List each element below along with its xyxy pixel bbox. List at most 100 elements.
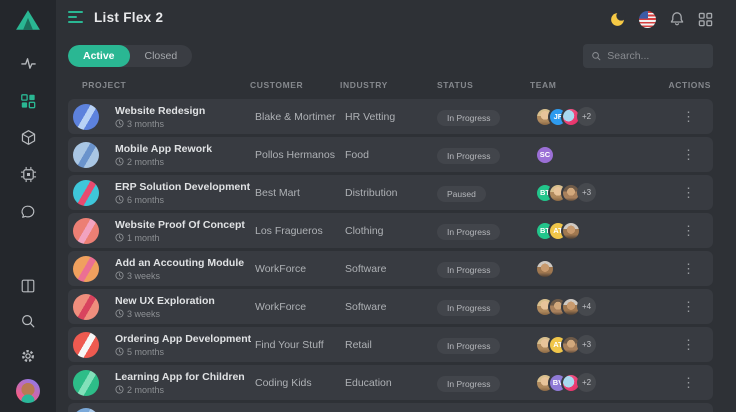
duration-label: 6 months <box>127 194 165 205</box>
dark-mode-moon-icon[interactable] <box>609 10 626 28</box>
project-name: ERP Solution Development <box>115 180 251 193</box>
column-header-status: Status <box>437 80 474 90</box>
project-name: Learning App for Children <box>115 370 245 383</box>
row-actions-menu[interactable]: ⋮ <box>682 108 695 124</box>
industry-cell: Education <box>345 376 392 389</box>
table-row[interactable]: New UX Exploration 3 weeks WorkForce Sof… <box>68 289 713 324</box>
row-actions-menu[interactable]: ⋮ <box>682 336 695 352</box>
table-row[interactable]: Ordering App Development 5 months Find Y… <box>68 327 713 362</box>
column-header-actions: Actions <box>668 80 711 90</box>
team-cell: BT +3 <box>535 182 661 203</box>
status-cell: In Progress <box>437 222 535 240</box>
sidebar-item-cpu[interactable] <box>10 156 46 193</box>
sidebar-item-dashboard[interactable] <box>10 82 46 119</box>
user-avatar[interactable] <box>16 379 40 403</box>
sidebar-item-activity[interactable] <box>10 45 46 82</box>
project-cell: New UX Exploration 3 weeks <box>115 295 255 319</box>
project-avatar <box>73 217 99 244</box>
table-row[interactable]: Website Redesign 3 months Blake & Mortim… <box>68 99 713 134</box>
language-flag-icon[interactable] <box>639 10 656 28</box>
duration-label: 2 months <box>127 156 165 167</box>
row-actions-menu[interactable]: ⋮ <box>682 222 695 238</box>
industry-cell: Software <box>345 262 387 275</box>
clock-icon <box>115 347 124 356</box>
search-input[interactable] <box>607 50 705 62</box>
sidebar-item-settings[interactable] <box>10 338 46 373</box>
chat-bubble-icon <box>21 205 35 218</box>
project-avatar <box>73 103 99 130</box>
toolbar: Active Closed <box>68 44 713 68</box>
table-row[interactable]: App Wireframe Implementation ⋮ <box>68 403 713 412</box>
row-actions-menu[interactable]: ⋮ <box>682 260 695 276</box>
project-duration: 2 months <box>115 385 255 395</box>
activity-icon <box>20 58 36 69</box>
row-actions-menu[interactable]: ⋮ <box>682 184 695 200</box>
project-duration: 2 months <box>115 157 255 167</box>
status-cell: Paused <box>437 184 535 202</box>
clock-icon <box>115 385 124 394</box>
table-header: Project Customer Industry Status Team Ac… <box>68 80 713 90</box>
status-cell: In Progress <box>437 260 535 278</box>
team-cell: JF +2 <box>535 106 661 127</box>
tab-active[interactable]: Active <box>68 45 130 67</box>
status-badge: In Progress <box>437 223 501 240</box>
package-icon <box>21 130 35 145</box>
project-duration: 1 month <box>115 233 255 243</box>
project-duration: 5 months <box>115 347 255 357</box>
team-member-avatar[interactable]: SC <box>535 144 555 165</box>
row-actions-menu[interactable]: ⋮ <box>682 374 695 390</box>
row-actions-menu[interactable]: ⋮ <box>682 146 695 162</box>
team-extra-count[interactable]: +3 <box>577 183 596 202</box>
team-member-avatar[interactable] <box>561 220 581 241</box>
project-avatar-cell <box>73 103 115 130</box>
cpu-icon <box>20 166 36 183</box>
table-row[interactable]: Mobile App Rework 2 months Pollos Herman… <box>68 137 713 172</box>
tab-closed[interactable]: Closed <box>144 50 178 62</box>
project-duration: 3 weeks <box>115 309 255 319</box>
team-member-avatar[interactable] <box>535 258 555 279</box>
project-avatar-cell <box>73 369 115 396</box>
clock-icon <box>115 119 124 128</box>
notifications-bell-icon[interactable] <box>669 11 685 27</box>
status-badge: In Progress <box>437 261 501 278</box>
menu-toggle-icon[interactable] <box>68 11 83 23</box>
sidebar-item-layout[interactable] <box>10 268 46 303</box>
sidebar <box>0 0 56 412</box>
search-box[interactable] <box>583 44 713 68</box>
project-duration: 3 months <box>115 119 255 129</box>
duration-label: 3 weeks <box>127 308 161 319</box>
team-extra-count[interactable]: +2 <box>577 373 596 392</box>
industry-cell: HR Vetting <box>345 110 396 123</box>
project-cell: Add an Accouting Module 3 weeks <box>115 257 255 281</box>
table-row[interactable]: ERP Solution Development 6 months Best M… <box>68 175 713 210</box>
project-avatar-cell <box>73 407 115 412</box>
team-extra-count[interactable]: +4 <box>577 297 596 316</box>
dashboard-grid-icon <box>21 93 36 108</box>
project-cell: Learning App for Children 2 months <box>115 371 255 395</box>
clock-icon <box>115 195 124 204</box>
team-cell: BV +2 <box>535 372 661 393</box>
page-title: List Flex 2 <box>94 9 164 25</box>
app-logo[interactable] <box>13 7 43 33</box>
team-extra-count[interactable]: +3 <box>577 335 596 354</box>
customer-cell: Best Mart <box>255 186 300 199</box>
table-row[interactable]: Learning App for Children 2 months Codin… <box>68 365 713 400</box>
apps-grid-icon[interactable] <box>698 12 713 27</box>
clock-icon <box>115 271 124 280</box>
team-extra-count[interactable]: +2 <box>577 107 596 126</box>
status-cell: In Progress <box>437 146 535 164</box>
table-row[interactable]: Add an Accouting Module 3 weeks WorkForc… <box>68 251 713 286</box>
layout-columns-icon <box>21 279 35 292</box>
column-header-customer: Customer <box>250 80 304 90</box>
sidebar-item-chat[interactable] <box>10 193 46 230</box>
row-actions-menu[interactable]: ⋮ <box>682 298 695 314</box>
project-duration: 3 weeks <box>115 271 255 281</box>
sidebar-item-search[interactable] <box>10 303 46 338</box>
status-badge: In Progress <box>437 337 501 354</box>
project-avatar <box>73 369 99 396</box>
triangle-logo-icon <box>16 10 40 30</box>
table-row[interactable]: Website Proof Of Concept 1 month Los Fra… <box>68 213 713 248</box>
sidebar-item-package[interactable] <box>10 119 46 156</box>
industry-cell: Distribution <box>345 186 398 199</box>
project-avatar-cell <box>73 217 115 244</box>
